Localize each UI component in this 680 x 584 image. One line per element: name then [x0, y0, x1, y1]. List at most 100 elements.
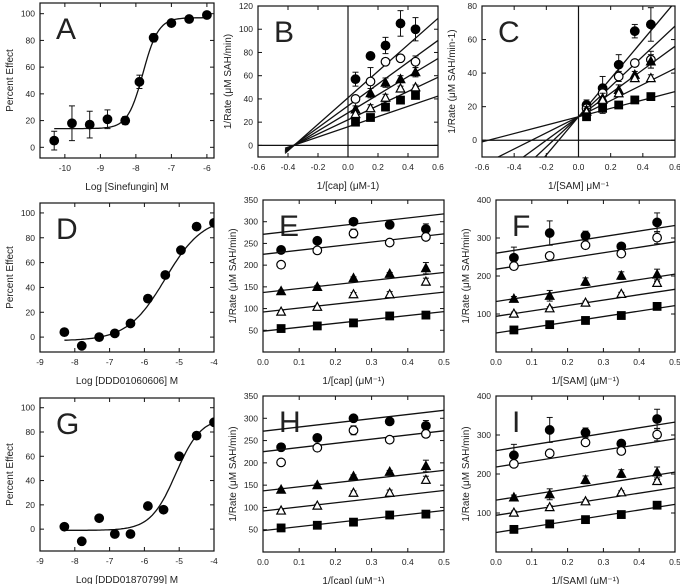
data-point-open-triangle	[508, 506, 520, 517]
y-tick-label: 200	[477, 271, 491, 281]
plot-area	[59, 417, 214, 547]
data-point-filled-triangle	[365, 87, 376, 98]
data-point-filled-circle	[94, 513, 105, 524]
y-tick-label: 50	[249, 525, 259, 535]
data-point-filled-circle	[109, 529, 120, 539]
data-point-filled-circle	[380, 40, 391, 51]
x-tick-label: 0.0	[257, 357, 269, 367]
data-point-filled-circle	[209, 217, 214, 228]
y-tick-label: 50	[249, 325, 259, 335]
panel-h: 0.0 0.1 0.2 0.3 0.4 0.5 50 100 150 200 250 300 350 1/…	[228, 391, 450, 584]
data-point-filled-triangle	[508, 293, 520, 303]
x-tick-label: -7	[106, 357, 114, 367]
data-point-filled-circle	[125, 318, 136, 329]
data-point-filled-circle	[312, 235, 323, 246]
x-tick-label: 0.0	[490, 557, 502, 567]
y-axis-label: 1/Rate (μM SAH/min)	[461, 426, 472, 521]
x-axis-label: Log [Sinefungin] M	[85, 182, 168, 193]
data-point-filled-circle	[191, 430, 202, 441]
data-point-filled-square	[276, 324, 286, 333]
data-point-filled-triangle	[348, 272, 359, 283]
data-point-open-triangle	[275, 504, 287, 515]
data-point-open-circle	[312, 245, 323, 256]
data-point-open-triangle	[311, 499, 323, 510]
panel-g: -9 -8 -7 -6 -5 -4 0 20 40 60 80 100 Log [DDD01870799…	[5, 397, 218, 584]
x-tick-label: 0.5	[669, 357, 680, 367]
x-tick-label: 0.0	[342, 162, 354, 172]
x-tick-label: 0.1	[526, 357, 538, 367]
data-point-filled-triangle	[651, 268, 663, 279]
data-point-filled-square	[421, 509, 431, 519]
x-axis-label: 1/[SAM] (μM⁻¹)	[552, 376, 620, 387]
data-point-filled-circle	[134, 76, 145, 87]
x-tick-label: 0.2	[562, 557, 574, 567]
data-point-filled-circle	[59, 327, 70, 338]
data-point-filled-triangle	[508, 491, 520, 502]
data-point-filled-circle	[84, 119, 95, 130]
x-axis-label: 1/[cap] (μM⁻¹)	[322, 576, 384, 584]
y-tick-label: 120	[239, 1, 253, 11]
data-point-open-triangle	[350, 108, 361, 119]
x-tick-label: -8	[71, 556, 79, 566]
data-point-filled-square	[381, 102, 390, 112]
y-tick-label: 100	[477, 309, 491, 319]
data-point-open-triangle	[380, 91, 391, 102]
data-point-filled-square	[385, 311, 395, 321]
y-tick-label: 80	[26, 233, 36, 243]
y-axis-label: 1/Rate (μM SAH/min)	[223, 34, 234, 129]
data-point-filled-circle	[410, 24, 421, 35]
panel-f: 0.0 0.1 0.2 0.3 0.4 0.5 100 200 300 400 1/[SAM] (μ…	[461, 195, 680, 387]
x-axis-label: 1/[cap] (μM-1)	[317, 181, 379, 192]
fit-line-filled-circle	[64, 224, 214, 341]
data-point-filled-square	[581, 515, 590, 525]
data-point-filled-square	[509, 524, 519, 534]
y-tick-label: 40	[468, 68, 478, 78]
x-tick-label: 0.3	[366, 357, 378, 367]
y-axis-label: Percent Effect	[5, 443, 16, 506]
data-point-filled-circle	[421, 420, 431, 431]
data-point-filled-circle	[142, 293, 153, 304]
data-point-filled-circle	[102, 114, 113, 125]
data-point-filled-circle	[629, 26, 640, 37]
data-point-filled-circle	[645, 19, 656, 30]
y-tick-label: 0	[30, 332, 35, 342]
data-point-open-circle	[384, 237, 395, 248]
x-tick-label: -9	[36, 357, 44, 367]
x-tick-label: -4	[210, 357, 218, 367]
plot-frame	[262, 199, 445, 353]
data-point-filled-circle	[191, 221, 202, 232]
fit-line-filled-triangle	[496, 471, 675, 501]
x-tick-label: 0.2	[329, 357, 341, 367]
data-point-filled-circle	[652, 414, 662, 424]
data-point-filled-square	[312, 520, 322, 530]
x-tick-label: -0.2	[311, 162, 326, 172]
x-axis-label: Log [DDD01060606] M	[76, 376, 178, 387]
y-tick-label: 40	[244, 94, 254, 104]
y-tick-label: 200	[244, 458, 258, 468]
y-tick-label: 300	[244, 217, 258, 227]
x-tick-label: -6	[203, 163, 211, 173]
y-tick-label: 350	[244, 391, 258, 401]
y-tick-label: 200	[244, 260, 258, 270]
data-point-open-triangle	[580, 296, 591, 307]
data-point-open-circle	[652, 429, 662, 440]
data-point-filled-circle	[49, 135, 60, 146]
data-point-open-circle	[395, 53, 406, 64]
y-axis-label: 1/Rate (μM SAH/min-1)	[447, 29, 458, 133]
y-tick-label: 100	[477, 508, 491, 518]
data-point-filled-square	[652, 500, 662, 510]
panel-e: 0.0 0.1 0.2 0.3 0.4 0.5 50 100 150 200 250 300 350 1/…	[228, 195, 450, 387]
data-point-filled-triangle	[410, 66, 421, 77]
x-tick-label: 0.6	[432, 162, 444, 172]
data-point-open-circle	[312, 442, 323, 453]
x-tick-label: 0.6	[669, 162, 680, 172]
data-point-filled-triangle	[615, 467, 627, 478]
x-tick-label: 0.0	[490, 357, 502, 367]
data-point-filled-triangle	[645, 55, 657, 66]
data-point-filled-square	[351, 117, 360, 127]
fit-line-filled-triangle	[496, 273, 675, 303]
x-tick-label: 0.2	[329, 557, 341, 567]
x-tick-label: 0.5	[438, 557, 450, 567]
y-tick-label: 20	[244, 117, 254, 127]
y-tick-label: 60	[26, 451, 36, 461]
